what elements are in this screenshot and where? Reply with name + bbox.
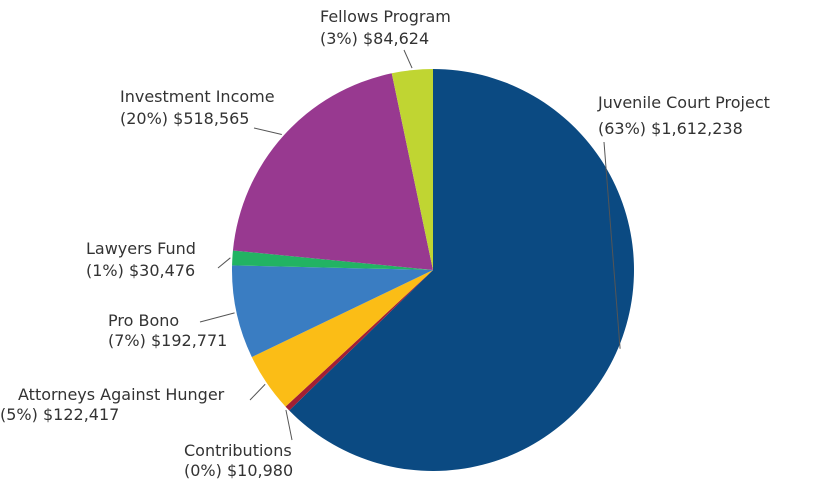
label-value-lawyers-fund: (1%) $30,476 <box>86 261 195 280</box>
label-name-contributions: Contributions <box>184 441 292 460</box>
label-name-juvenile-court-project: Juvenile Court Project <box>597 93 770 112</box>
label-name-attorneys-against-hunger: Attorneys Against Hunger <box>18 385 225 404</box>
slice-investment-income <box>232 73 433 270</box>
label-value-contributions: (0%) $10,980 <box>184 461 293 480</box>
leader-line-pro-bono <box>199 312 235 323</box>
pie-slices <box>231 69 634 472</box>
slice-lawyers-fund <box>232 250 433 270</box>
slice-fellows-program <box>391 69 433 270</box>
leader-line-juvenile-court-project <box>603 141 621 349</box>
label-name-pro-bono: Pro Bono <box>108 311 179 330</box>
label-value-juvenile-court-project: (63%) $1,612,238 <box>598 119 743 138</box>
label-value-pro-bono: (7%) $192,771 <box>108 331 227 350</box>
label-name-fellows-program: Fellows Program <box>320 7 451 26</box>
slice-pro-bono <box>231 265 433 358</box>
leader-line-fellows-program <box>403 49 413 69</box>
label-value-attorneys-against-hunger: (5%) $122,417 <box>0 405 119 424</box>
label-name-lawyers-fund: Lawyers Fund <box>86 239 196 258</box>
slice-juvenile-court-project <box>289 69 634 472</box>
label-value-fellows-program: (3%) $84,624 <box>320 29 429 48</box>
label-name-investment-income: Investment Income <box>120 87 275 106</box>
leader-lines <box>199 49 621 441</box>
slice-contributions <box>285 270 433 411</box>
leader-line-lawyers-fund <box>217 257 231 269</box>
leader-line-investment-income <box>253 127 282 136</box>
label-value-investment-income: (20%) $518,565 <box>120 109 249 128</box>
leader-line-contributions <box>285 409 293 441</box>
leader-line-attorneys-against-hunger <box>249 383 266 401</box>
slice-attorneys-against-hunger <box>251 270 433 407</box>
